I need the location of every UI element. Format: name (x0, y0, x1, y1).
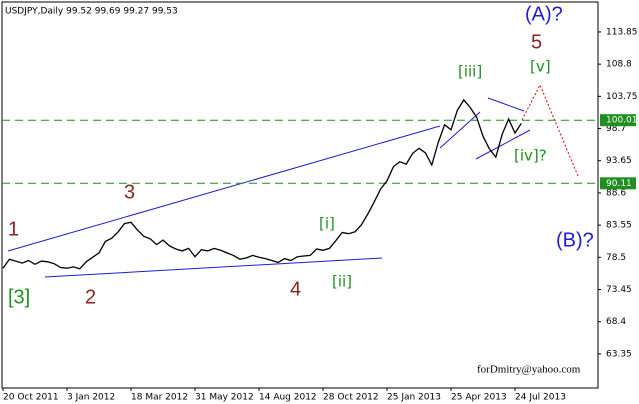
wave-label: (A)? (525, 3, 563, 25)
wave-label: [iv]? (514, 147, 547, 165)
level-label: 100.01 (606, 116, 638, 126)
wave-label: 3 (124, 181, 135, 203)
trendline (439, 111, 481, 149)
price-line (2, 98, 522, 270)
wave-label: [i] (319, 215, 335, 233)
level-box (600, 114, 636, 127)
x-tick-label: 14 Aug 2012 (259, 393, 317, 403)
y-tick-label: 93.65 (606, 156, 632, 166)
y-tick-label: 63.35 (606, 349, 632, 359)
x-tick-label: 25 Jan 2013 (387, 393, 441, 403)
level-box (600, 177, 636, 190)
projection (521, 83, 579, 177)
x-tick-label: 31 May 2012 (195, 393, 254, 403)
y-tick-label: 73.45 (606, 285, 632, 295)
y-tick-label: 88.6 (606, 188, 626, 198)
wave-label: [3] (8, 286, 30, 308)
wave-label: [v] (530, 58, 551, 76)
trendline (487, 97, 525, 112)
wave-label: 1 (8, 218, 19, 240)
level-label: 90.11 (606, 179, 632, 189)
chart-title: USDJPY,Daily 99.52 99.69 99.27 99.53 (5, 7, 178, 17)
wave-label: 4 (290, 278, 301, 300)
wave-label: (B)? (556, 229, 594, 251)
x-tick-label: 20 Oct 2011 (3, 393, 59, 403)
plot-frame (1, 1, 599, 389)
y-tick-label: 108.8 (606, 60, 632, 70)
y-tick-label: 68.4 (606, 317, 626, 327)
trendline (44, 257, 383, 278)
wave-label: [iii] (458, 63, 482, 81)
x-tick-label: 24 Jul 2013 (515, 393, 566, 403)
trendline (475, 129, 531, 160)
y-tick-label: 103.75 (606, 92, 638, 102)
x-tick-label: 25 Apr 2013 (451, 393, 507, 403)
y-tick-label: 98.7 (606, 124, 626, 134)
y-tick-label: 83.55 (606, 221, 632, 231)
y-tick-label: 113.85 (606, 27, 638, 37)
wave-label: 2 (85, 286, 96, 308)
x-tick-label: 18 Mar 2012 (131, 393, 188, 403)
trendline (7, 125, 441, 252)
x-tick-label: 28 Oct 2012 (323, 393, 379, 403)
x-tick-label: 3 Jan 2012 (67, 393, 115, 403)
wave-label: [ii] (332, 273, 352, 291)
wave-label: 5 (531, 31, 542, 53)
watermark: forDmitry@yahoo.com (477, 364, 581, 376)
y-tick-label: 78.5 (606, 253, 626, 263)
